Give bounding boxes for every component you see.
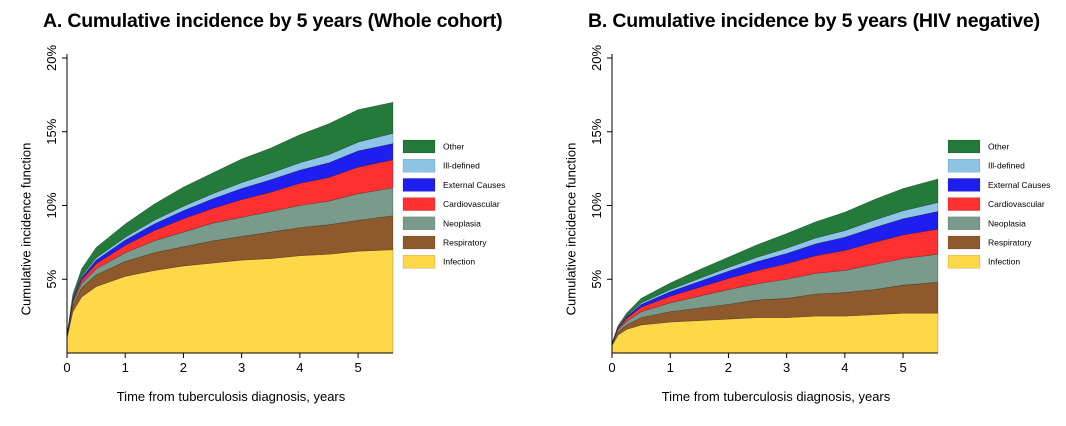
legend-swatch-infection [402, 254, 436, 269]
y-tick-label: 20% [589, 45, 604, 71]
y-tick-label: 15% [44, 118, 59, 144]
legend-label-other: Other [988, 142, 1009, 152]
y-tick-label: 5% [589, 269, 604, 288]
area-ill-defined [611, 202, 939, 344]
x-axis-label: Time from tuberculosis diagnosis, years [116, 389, 346, 404]
area-other [66, 101, 394, 335]
legend-label-respiratory: Respiratory [443, 238, 487, 248]
chart-title: A. Cumulative incidence by 5 years (Whol… [43, 10, 503, 32]
legend-swatch-other [402, 139, 436, 154]
x-tick-label: 2 [725, 360, 732, 375]
stacked-areas [611, 178, 939, 354]
legend-swatch-ill-defined [402, 158, 436, 173]
area-other [611, 178, 939, 344]
legend-label-neoplasia: Neoplasia [443, 218, 481, 228]
legend-label-cardiovascular: Cardiovascular [443, 199, 500, 209]
legend-swatch-respiratory [947, 235, 981, 250]
legend-swatch-infection [947, 254, 981, 269]
legend: Other Ill-defined External Causes Cardiovas… [947, 139, 1050, 269]
legend-label-infection: Infection [988, 257, 1020, 267]
stacked-areas [66, 101, 394, 354]
x-tick-label: 4 [841, 360, 848, 375]
legend-swatch-external-causes [947, 178, 981, 192]
y-tick-label: 5% [44, 269, 59, 288]
x-tick-label: 0 [608, 360, 615, 375]
chart-a-plot: 0 1 2 3 4 5 5% 10% 15% 20% Other Ill-defined Externa… [44, 45, 505, 375]
legend-label-infection: Infection [443, 257, 475, 267]
x-tick-label: 1 [122, 360, 129, 375]
legend: Other Ill-defined External Causes Cardiovas… [402, 139, 505, 269]
x-tick-label: 2 [180, 360, 187, 375]
axes: 0 1 2 3 4 5 5% 10% 15% 20% [589, 45, 938, 375]
legend-label-cardiovascular: Cardiovascular [988, 199, 1045, 209]
legend-label-neoplasia: Neoplasia [988, 218, 1026, 228]
x-tick-label: 0 [63, 360, 70, 375]
legend-swatch-other [947, 139, 981, 154]
x-tick-label: 4 [296, 360, 303, 375]
y-tick-label: 10% [44, 192, 59, 218]
x-tick-label: 3 [783, 360, 790, 375]
panel-b: B. Cumulative incidence by 5 years (HIV … [545, 0, 1066, 426]
chart-b-plot: 0 1 2 3 4 5 5% 10% 15% 20% Other Ill-defined Externa… [589, 45, 1050, 375]
y-tick-label: 20% [44, 45, 59, 71]
legend-swatch-cardiovascular [402, 197, 436, 211]
area-external-causes [66, 143, 394, 336]
y-tick-label: 10% [589, 192, 604, 218]
legend-label-ill-defined: Ill-defined [443, 161, 480, 171]
chart-title: B. Cumulative incidence by 5 years (HIV … [588, 10, 1040, 32]
axes: 0 1 2 3 4 5 5% 10% 15% 20% [44, 45, 393, 375]
legend-label-respiratory: Respiratory [988, 238, 1032, 248]
legend-swatch-cardiovascular [947, 197, 981, 211]
legend-label-ill-defined: Ill-defined [988, 161, 1025, 171]
area-respiratory [611, 281, 939, 347]
x-tick-label: 1 [667, 360, 674, 375]
legend-swatch-neoplasia [402, 216, 436, 231]
x-axis-label: Time from tuberculosis diagnosis, years [661, 389, 891, 404]
legend-label-external-causes: External Causes [988, 180, 1050, 190]
legend-swatch-neoplasia [947, 216, 981, 231]
legend-swatch-external-causes [402, 178, 436, 192]
panel-a: A. Cumulative incidence by 5 years (Whol… [19, 10, 506, 404]
legend-swatch-respiratory [402, 235, 436, 250]
legend-label-other: Other [443, 142, 464, 152]
legend-label-external-causes: External Causes [443, 180, 505, 190]
x-tick-label: 3 [238, 360, 245, 375]
x-tick-label: 5 [899, 360, 906, 375]
y-tick-label: 15% [589, 118, 604, 144]
x-tick-label: 5 [354, 360, 361, 375]
legend-swatch-ill-defined [947, 158, 981, 173]
